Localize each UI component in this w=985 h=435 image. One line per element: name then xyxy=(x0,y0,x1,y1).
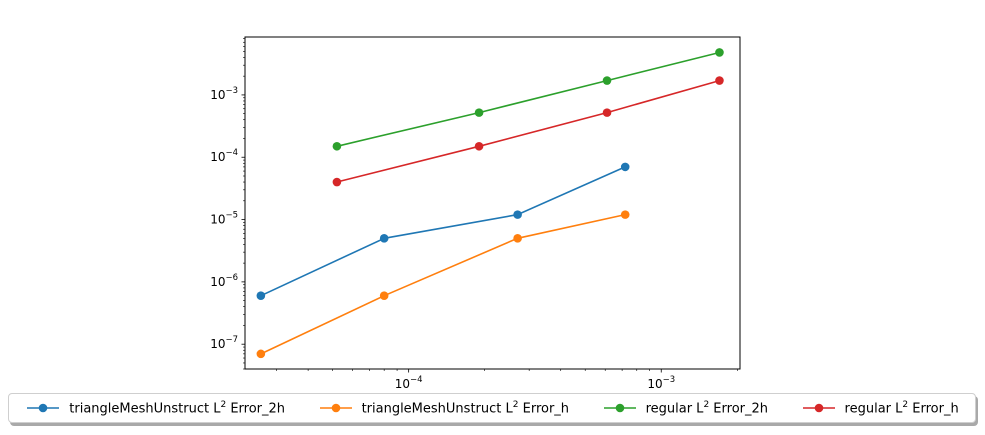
series-1-point xyxy=(513,234,522,243)
series-line-3 xyxy=(336,79,720,183)
series-2-point xyxy=(474,108,484,117)
legend-swatch xyxy=(319,403,352,413)
y-tick-label: 10−7 xyxy=(210,335,238,351)
series-line-2 xyxy=(336,51,720,148)
legend-swatch xyxy=(603,403,636,413)
series-0-point xyxy=(513,210,522,219)
series-line-1 xyxy=(260,213,626,355)
legend-swatch xyxy=(27,403,60,413)
series-3-point xyxy=(715,76,724,85)
y-tick-label: 10−4 xyxy=(210,148,238,164)
series-3-point xyxy=(332,177,342,187)
legend-entry: triangleMeshUnstruct L2 Error_h xyxy=(318,400,569,416)
legend-label: regular L2 Error_2h xyxy=(645,399,769,417)
legend-label: triangleMeshUnstruct L2 Error_2h xyxy=(69,399,286,417)
legend-entry: regular L2 Error_h xyxy=(801,400,959,416)
y-tick-label: 10−3 xyxy=(210,86,238,102)
series-0-point xyxy=(620,162,630,172)
x-tick-label: 10−4 xyxy=(395,375,423,391)
legend-entry: triangleMeshUnstruct L2 Error_2h xyxy=(25,400,285,416)
series-2-point xyxy=(602,76,612,85)
series-1-point xyxy=(620,210,630,219)
series-3-point xyxy=(602,108,612,117)
y-tick-label: 10−6 xyxy=(210,273,238,289)
legend: triangleMeshUnstruct L2 Error_2h triangle… xyxy=(8,393,976,423)
series-1-point xyxy=(256,349,266,359)
series-2-point xyxy=(332,141,342,151)
legend-entry: regular L2 Error_2h xyxy=(602,400,768,416)
series-2-point xyxy=(715,48,724,57)
series-3-point xyxy=(474,141,484,151)
plot-area xyxy=(244,36,741,370)
legend-label: regular L2 Error_h xyxy=(844,399,959,417)
y-tick-label: 10−5 xyxy=(210,211,238,227)
legend-label: triangleMeshUnstruct L2 Error_h xyxy=(361,399,570,417)
series-0-point xyxy=(379,234,389,243)
series-line-0 xyxy=(260,166,626,297)
x-tick-label: 10−3 xyxy=(647,375,675,391)
series-0-point xyxy=(256,291,266,301)
legend-swatch xyxy=(802,403,835,413)
series-1-point xyxy=(379,291,389,301)
